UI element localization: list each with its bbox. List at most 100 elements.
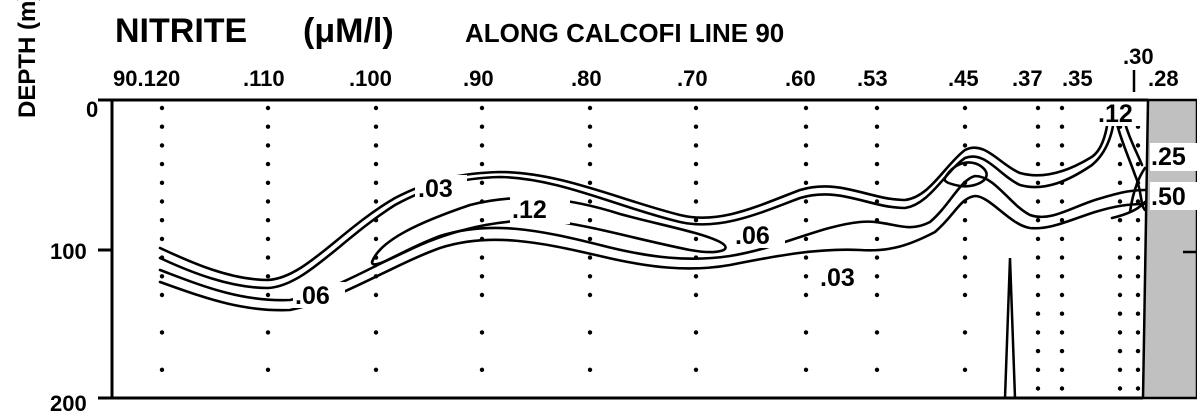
sample-dot xyxy=(587,161,593,167)
sample-dot xyxy=(803,143,809,148)
contour-line xyxy=(943,161,988,188)
sample-dot xyxy=(874,236,880,242)
sample-dot xyxy=(265,274,271,279)
sample-dot xyxy=(159,236,165,242)
sample-dot xyxy=(1059,386,1065,391)
sample-dot xyxy=(874,255,880,260)
sample-dot xyxy=(693,274,699,279)
sample-dot xyxy=(1035,105,1041,111)
station-label: .70 xyxy=(677,66,708,91)
sample-dot xyxy=(874,180,880,185)
sample-dot xyxy=(803,161,809,167)
sample-dot xyxy=(1117,218,1123,223)
sample-dot xyxy=(373,180,379,185)
sample-dot xyxy=(1117,161,1123,167)
sample-dot xyxy=(962,143,968,148)
sample-dot xyxy=(373,367,379,372)
contour-label: .03 xyxy=(820,264,855,292)
sample-dot xyxy=(1035,386,1041,391)
sample-dot xyxy=(587,124,593,129)
sample-dot xyxy=(693,161,699,167)
contour-line xyxy=(1110,200,1147,220)
contour-labels: .03 .12 .06 .03 .06 .12 xyxy=(293,100,1143,310)
sample-dot xyxy=(874,143,880,148)
sample-dot xyxy=(159,218,165,223)
sample-dot xyxy=(1135,161,1141,167)
station-label: .45 xyxy=(948,66,979,91)
sample-dot xyxy=(803,236,809,242)
sample-dot xyxy=(803,218,809,223)
sample-dot xyxy=(1059,105,1065,111)
sample-dot xyxy=(1135,199,1141,204)
sample-dot xyxy=(373,330,379,335)
sample-dot xyxy=(962,274,968,279)
contour-line xyxy=(158,98,1116,290)
sample-dot xyxy=(1059,311,1065,316)
contour-line xyxy=(1128,166,1147,214)
sample-dot xyxy=(373,199,379,204)
station-label: .60 xyxy=(785,66,816,91)
sample-dot xyxy=(1117,367,1123,372)
sample-dot xyxy=(693,143,699,148)
sample-dot xyxy=(1135,218,1141,223)
sample-dot xyxy=(1059,330,1065,335)
sample-dot xyxy=(962,255,968,260)
sample-dot xyxy=(693,199,699,204)
contour-line xyxy=(158,194,1147,312)
sample-dot xyxy=(1117,348,1123,354)
sample-dot xyxy=(693,330,699,335)
station-label: .28 xyxy=(1148,66,1179,91)
sample-dot xyxy=(479,124,485,129)
sample-dot xyxy=(1117,386,1123,391)
sample-dot xyxy=(1059,143,1065,148)
sample-dot xyxy=(373,292,379,298)
sample-dot xyxy=(693,292,699,298)
sample-dot xyxy=(1135,348,1141,354)
sample-dot xyxy=(1059,124,1065,129)
station-label: 90.120 xyxy=(113,66,180,91)
sample-dot xyxy=(1135,330,1141,335)
sample-dot xyxy=(587,218,593,223)
sample-dot xyxy=(962,292,968,298)
depth-tick-label: 100 xyxy=(50,239,87,264)
contour-label: .25 xyxy=(1151,143,1186,171)
sample-dot xyxy=(962,124,968,129)
sample-dot xyxy=(1035,274,1041,279)
sample-dot xyxy=(1135,143,1141,148)
sample-dot xyxy=(803,367,809,372)
sample-dot xyxy=(587,255,593,260)
station-label: .30 xyxy=(1123,44,1154,69)
sample-dot xyxy=(479,218,485,223)
sample-dot xyxy=(587,105,593,111)
sample-dot xyxy=(1035,292,1041,298)
sample-dot xyxy=(1035,124,1041,129)
seamount-outline xyxy=(1003,257,1017,399)
sample-dot xyxy=(962,330,968,335)
sample-dot xyxy=(1135,274,1141,279)
sample-dot xyxy=(159,367,165,372)
sample-dot xyxy=(1117,199,1123,204)
sample-dot xyxy=(373,161,379,167)
y-axis-label: DEPTH (m) xyxy=(14,0,41,118)
station-label: .35 xyxy=(1062,66,1093,91)
sample-dot xyxy=(479,330,485,335)
sample-dot xyxy=(587,292,593,298)
sample-dot xyxy=(265,180,271,185)
sample-dot xyxy=(479,105,485,111)
sample-dot xyxy=(159,180,165,185)
sample-dot xyxy=(1117,236,1123,242)
sample-dot xyxy=(1059,274,1065,279)
sample-dot xyxy=(479,367,485,372)
chart-title-unit: (μM/l) xyxy=(303,12,394,50)
sample-dot xyxy=(1035,330,1041,335)
sample-dot xyxy=(1117,311,1123,316)
sample-dot xyxy=(874,274,880,279)
sample-dot xyxy=(159,199,165,204)
sample-dot xyxy=(265,292,271,298)
sample-dot xyxy=(1035,367,1041,372)
sample-dot xyxy=(962,218,968,223)
sample-dot xyxy=(159,105,165,111)
sample-dot xyxy=(479,161,485,167)
sample-dot xyxy=(803,274,809,279)
sample-dot xyxy=(693,367,699,372)
